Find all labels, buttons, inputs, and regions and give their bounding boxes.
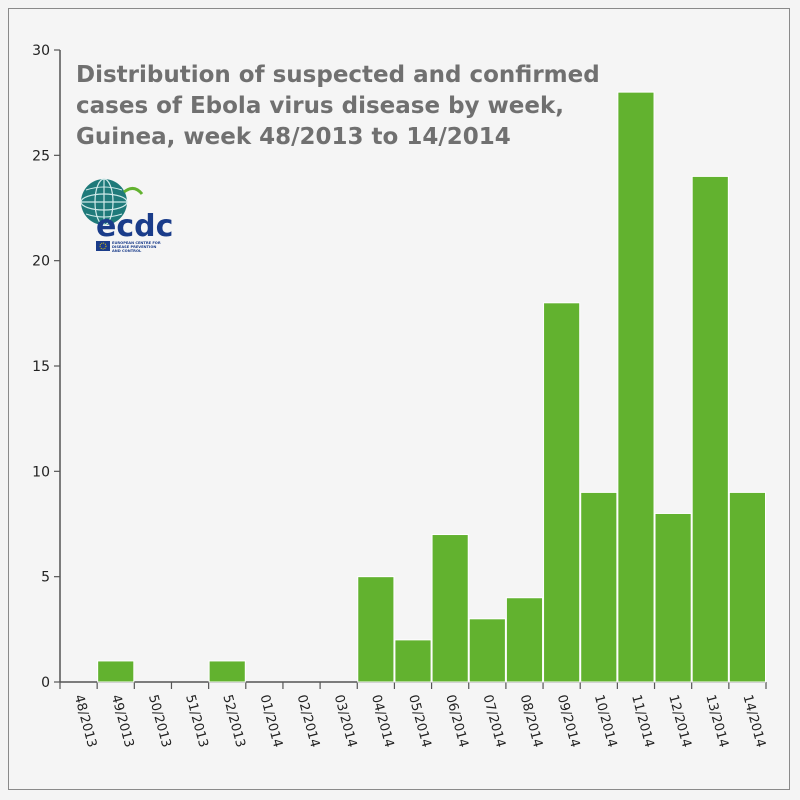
chart-title: Distribution of suspected and confirmed …	[76, 62, 600, 150]
bar-05-2014	[394, 639, 432, 683]
x-tick-label: 04/2014	[368, 693, 396, 749]
y-tick-label: 10	[32, 464, 50, 480]
y-tick-label: 25	[32, 148, 50, 164]
x-tick-label: 08/2014	[517, 693, 545, 749]
bar-07-2014	[468, 618, 506, 683]
bars	[97, 91, 766, 683]
bar-04-2014	[357, 576, 395, 683]
ecdc-logo: ecdc EUROPEAN CENTRE FOR DISEASE PREVENT…	[80, 178, 173, 253]
bar-52-2013	[208, 660, 246, 683]
globe-icon	[80, 178, 144, 226]
title-line-3: Guinea, week 48/2013 to 14/2014	[76, 124, 511, 150]
x-tick-label: 11/2014	[628, 693, 656, 749]
x-tick-label: 14/2014	[740, 693, 768, 749]
x-tick-label: 48/2013	[71, 693, 99, 749]
x-tick-label: 09/2014	[554, 693, 582, 749]
bar-06-2014	[431, 534, 469, 683]
bar-10-2014	[580, 491, 618, 683]
x-tick-label: 51/2013	[182, 693, 210, 749]
x-tick-label: 07/2014	[479, 693, 507, 749]
x-tick-label: 52/2013	[219, 693, 247, 749]
x-tick-label: 10/2014	[591, 693, 619, 749]
bar-12-2014	[654, 512, 692, 683]
x-tick-label: 02/2014	[294, 693, 322, 749]
bar-11-2014	[617, 91, 655, 683]
y-tick-label: 20	[32, 254, 50, 270]
y-tick-label: 15	[32, 359, 50, 375]
bar-13-2014	[691, 175, 729, 683]
bar-08-2014	[505, 597, 544, 683]
x-tick-label: 06/2014	[442, 693, 470, 749]
title-line-2: cases of Ebola virus disease by week,	[76, 93, 564, 119]
y-ticks: 0 5 10 15 20 25 30	[32, 43, 60, 691]
y-tick-label: 0	[41, 675, 50, 691]
x-tick-label: 03/2014	[331, 693, 359, 749]
x-tick-label: 12/2014	[665, 693, 693, 749]
x-tick-label: 50/2013	[145, 693, 173, 749]
x-tick-label: 49/2013	[108, 693, 136, 749]
x-tick-label: 13/2014	[702, 693, 730, 749]
x-tick-label: 01/2014	[257, 693, 285, 749]
y-tick-label: 5	[41, 570, 50, 586]
title-line-1: Distribution of suspected and confirmed	[76, 62, 600, 88]
x-ticks: 48/2013 49/2013 50/2013 51/2013 52/2013 01/20…	[59, 682, 768, 749]
y-tick-label: 30	[32, 43, 50, 59]
x-tick-label: 05/2014	[405, 693, 433, 749]
eu-flag-icon	[96, 241, 110, 251]
bar-09-2014	[543, 302, 581, 683]
logo-wordmark: ecdc	[96, 209, 173, 244]
logo-subtitle-3: AND CONTROL	[112, 249, 142, 253]
bar-14-2014	[728, 491, 766, 683]
bar-49-2013	[97, 660, 135, 683]
logo-subtitle-1: EUROPEAN CENTRE FOR	[112, 241, 161, 245]
logo-subtitle-2: DISEASE PREVENTION	[112, 245, 156, 249]
